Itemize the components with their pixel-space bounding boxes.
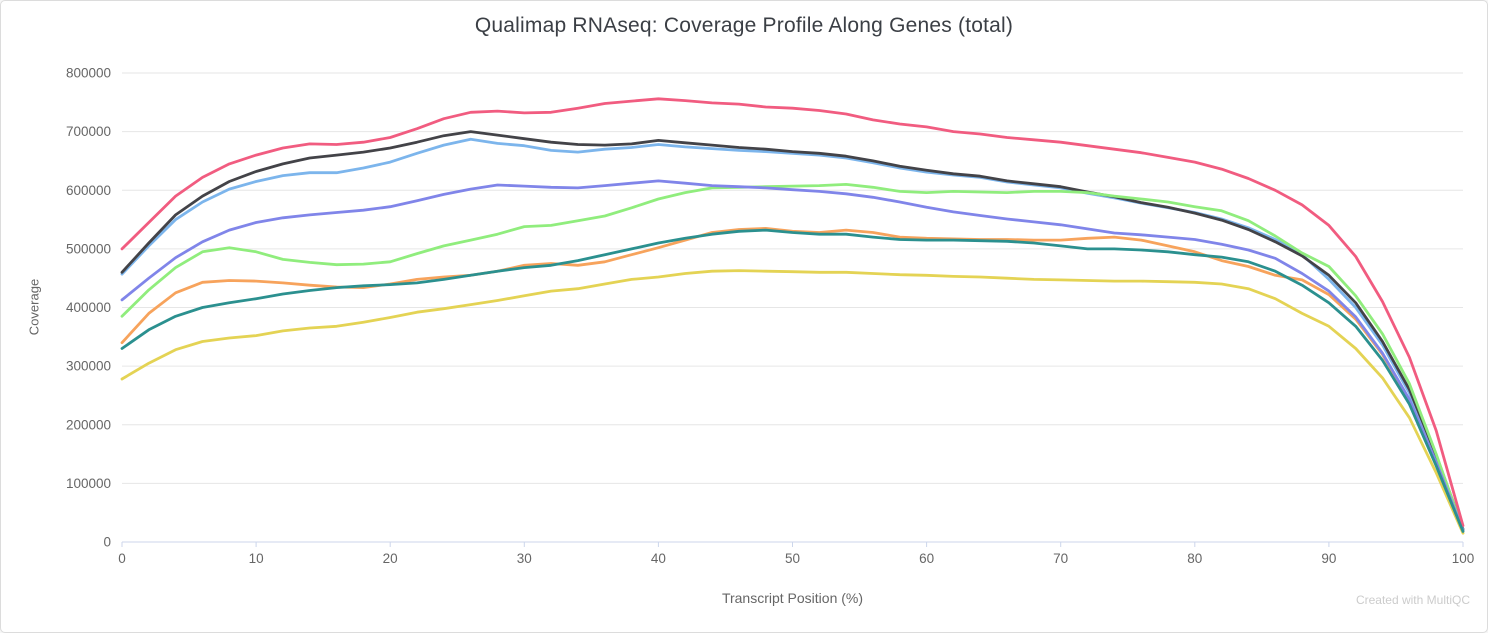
x-tick-label: 50	[785, 551, 800, 566]
x-axis-title: Transcript Position (%)	[721, 590, 864, 606]
y-axis-title: Coverage	[26, 278, 42, 336]
series-line-pink[interactable]	[120, 97, 1465, 527]
y-tick-label: 300000	[66, 359, 111, 374]
x-tick-label: 90	[1321, 551, 1336, 566]
series-line-green[interactable]	[120, 182, 1465, 532]
y-tick-label: 0	[103, 535, 111, 550]
y-tick-label: 500000	[66, 241, 111, 256]
y-tick-label: 800000	[66, 66, 111, 81]
x-tick-label: 70	[1053, 551, 1068, 566]
x-tick-label: 20	[383, 551, 398, 566]
series-line-purple[interactable]	[120, 179, 1465, 532]
x-tick-label: 100	[1452, 551, 1475, 566]
y-tick-label: 200000	[66, 417, 111, 432]
series-line-yellow[interactable]	[120, 269, 1465, 535]
x-tick-label: 30	[517, 551, 532, 566]
x-tick-label: 10	[249, 551, 264, 566]
y-tick-label: 100000	[66, 476, 111, 491]
x-tick-label: 0	[118, 551, 126, 566]
x-tick-label: 60	[919, 551, 934, 566]
x-tick-label: 40	[651, 551, 666, 566]
multiqc-watermark: Created with MultiQC	[1355, 593, 1470, 607]
series-line-black[interactable]	[120, 130, 1465, 531]
series-line-orange[interactable]	[120, 226, 1465, 533]
y-tick-label: 400000	[66, 300, 111, 315]
chart-title: Qualimap RNAseq: Coverage Profile Along …	[474, 14, 1014, 37]
series-line-teal[interactable]	[120, 228, 1465, 533]
series-line-light-blue[interactable]	[120, 137, 1465, 532]
y-tick-label: 700000	[66, 124, 111, 139]
y-tick-label: 600000	[66, 183, 111, 198]
x-tick-label: 80	[1187, 551, 1202, 566]
